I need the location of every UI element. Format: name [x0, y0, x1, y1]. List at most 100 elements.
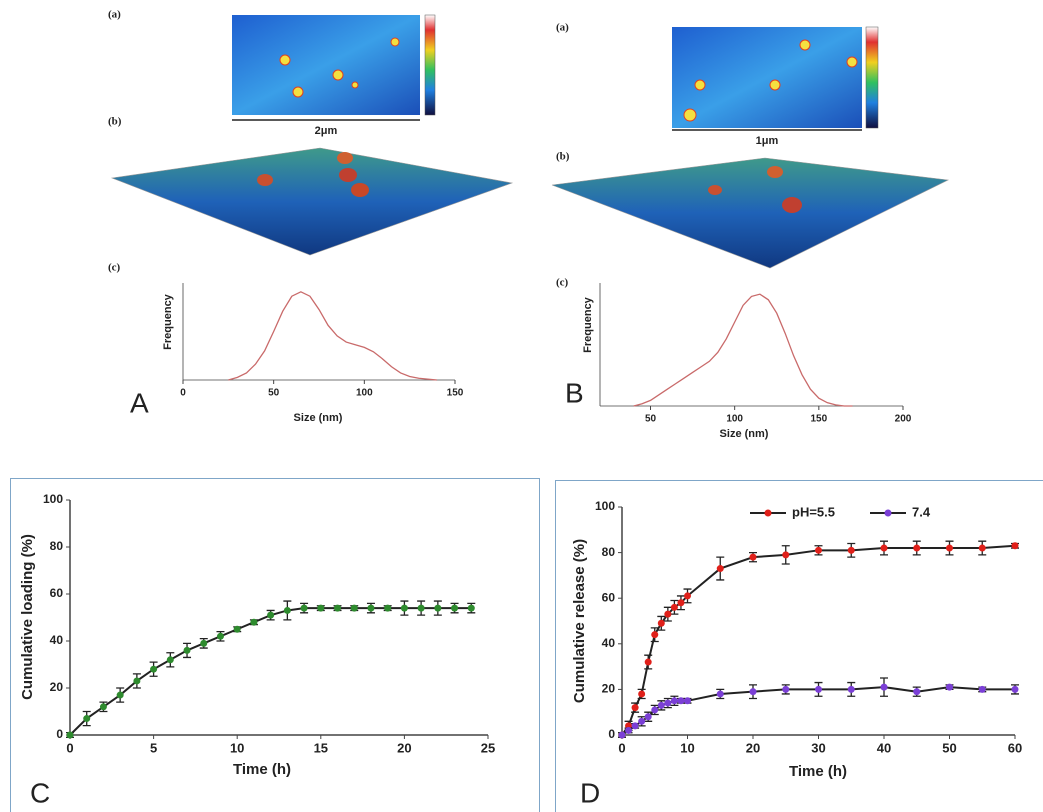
y-tick-label: 100	[595, 499, 615, 513]
legend-marker	[764, 509, 772, 517]
panel-letter: A	[130, 387, 149, 418]
x-tick-label: 15	[314, 740, 328, 755]
data-point	[216, 632, 224, 640]
data-point	[467, 604, 475, 612]
x-tick-label: 20	[746, 740, 760, 755]
panel-frame	[555, 480, 1043, 812]
data-point	[451, 604, 459, 612]
data-point	[644, 658, 652, 666]
data-point	[625, 726, 633, 734]
data-point	[782, 551, 790, 559]
data-point	[651, 706, 659, 714]
data-point	[664, 699, 672, 707]
y-tick-label: 20	[50, 680, 64, 694]
x-tick-label: 20	[397, 740, 411, 755]
x-tick-label: 50	[268, 388, 280, 399]
data-point	[716, 690, 724, 698]
data-point	[657, 619, 665, 627]
panel-letter: D	[580, 777, 600, 808]
legend-label: pH=5.5	[792, 504, 835, 519]
legend-label: 7.4	[912, 504, 931, 519]
data-point	[83, 715, 91, 723]
data-line	[633, 293, 853, 407]
data-point	[847, 685, 855, 693]
x-tick-label: 150	[447, 388, 464, 399]
data-point	[670, 697, 678, 705]
data-point	[880, 683, 888, 691]
data-point	[638, 717, 646, 725]
scale-bar-label: 2μm	[315, 125, 338, 137]
x-tick-label: 0	[618, 740, 625, 755]
data-line	[69, 607, 472, 736]
x-tick-label: 100	[726, 414, 743, 425]
data-point	[684, 592, 691, 600]
data-line	[621, 544, 1016, 736]
subpanel-label: (a)	[556, 22, 569, 34]
data-point	[716, 565, 724, 573]
y-axis-label: Frequency	[162, 293, 174, 350]
x-tick-label: 40	[877, 740, 891, 755]
data-point	[384, 604, 392, 612]
data-point	[334, 604, 342, 612]
data-point	[913, 688, 921, 696]
data-point	[880, 544, 888, 552]
data-point	[644, 713, 652, 721]
data-point	[670, 603, 678, 611]
data-point	[664, 610, 672, 618]
x-tick-label: 50	[942, 740, 956, 755]
y-tick-label: 0	[608, 727, 615, 741]
data-point	[283, 606, 291, 614]
y-tick-label: 20	[602, 682, 616, 696]
subpanel-label: (b)	[108, 116, 122, 128]
data-point	[618, 731, 626, 739]
x-tick-label: 60	[1008, 740, 1022, 755]
data-point	[66, 731, 74, 739]
y-tick-label: 80	[50, 539, 64, 553]
data-point	[847, 546, 855, 554]
x-tick-label: 150	[810, 414, 827, 425]
legend-marker	[884, 509, 892, 517]
subpanel-label: (c)	[108, 262, 121, 274]
data-point	[133, 677, 141, 685]
subpanel-label: (a)	[108, 9, 121, 21]
x-axis-label: Time (h)	[789, 763, 847, 780]
y-tick-label: 100	[43, 492, 63, 506]
y-tick-label: 40	[50, 633, 64, 647]
data-point	[684, 697, 691, 705]
data-point	[946, 544, 953, 552]
data-point	[913, 544, 921, 552]
panel-frame	[10, 478, 540, 812]
data-point	[183, 646, 191, 654]
data-point	[978, 685, 986, 693]
data-point	[233, 625, 241, 633]
afm-image	[110, 14, 514, 256]
data-point	[1011, 542, 1019, 550]
data-point	[978, 544, 986, 552]
y-tick-label: 60	[50, 586, 64, 600]
afm-image	[551, 26, 950, 269]
x-tick-label: 25	[481, 740, 495, 755]
data-point	[99, 703, 107, 711]
subpanel-label: (c)	[556, 277, 569, 289]
data-point	[651, 631, 659, 639]
x-axis-label: Size (nm)	[294, 412, 343, 424]
data-point	[749, 553, 757, 561]
data-point	[317, 604, 325, 612]
data-point	[946, 683, 953, 691]
data-point	[631, 704, 639, 712]
data-point	[150, 665, 158, 673]
x-axis-label: Size (nm)	[720, 428, 769, 440]
y-axis-label: Cumulative release (%)	[571, 539, 588, 703]
data-point	[815, 546, 822, 554]
data-point	[638, 690, 646, 698]
x-tick-label: 200	[895, 414, 912, 425]
y-tick-label: 60	[602, 590, 616, 604]
data-point	[300, 604, 308, 612]
x-tick-label: 100	[356, 388, 373, 399]
panel-letter: B	[565, 377, 584, 408]
x-tick-label: 30	[811, 740, 825, 755]
data-point	[200, 639, 208, 647]
y-axis-label: Cumulative loading (%)	[19, 534, 36, 700]
x-tick-label: 0	[180, 388, 186, 399]
